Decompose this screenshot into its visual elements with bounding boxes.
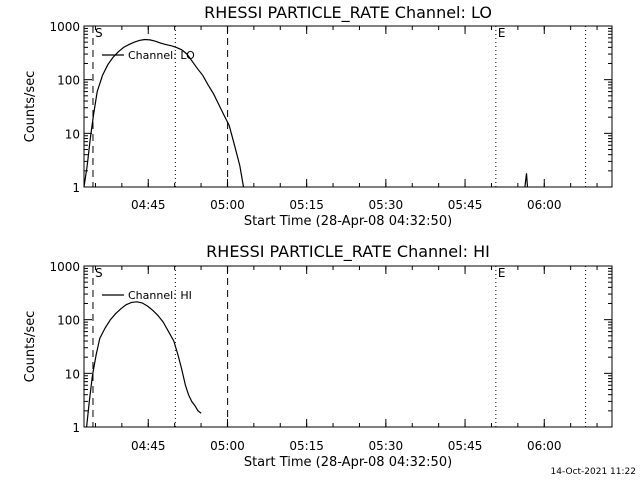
y-tick-label: 10 [65,127,80,141]
chart-title: RHESSI PARTICLE_RATE Channel: LO [204,3,492,23]
legend-label: Channel: HI [128,289,192,302]
x-tick-label: 05:00 [210,198,245,212]
series-line-1 [83,38,245,188]
y-tick-label: 1 [72,181,80,195]
plot-frame [83,265,613,428]
y-tick-label: 1 [72,421,80,435]
chart-title: RHESSI PARTICLE_RATE Channel: HI [206,242,490,262]
x-tick-label: 05:45 [448,198,483,212]
legend-label: Channel: LO [128,49,195,62]
time-marker-label: E [498,266,506,280]
x-tick-label: 05:15 [289,198,324,212]
y-axis-label: Counts/sec [23,311,38,383]
series-line-2 [524,173,529,188]
y-tick-label: 100 [57,314,80,328]
x-tick-label: 04:45 [131,439,166,453]
x-axis-label: Start Time (28-Apr-08 04:32:50) [244,455,452,470]
generation-timestamp: 14-Oct-2021 11:22 [550,467,636,477]
x-tick-label: 06:00 [527,439,562,453]
series-line-1 [86,301,202,428]
time-marker-label: S [95,26,103,40]
x-tick-label: 05:15 [289,439,324,453]
x-tick-label: 05:00 [210,439,245,453]
x-tick-label: 06:00 [527,198,562,212]
time-marker-label: S [95,266,103,280]
chart-panel-1: RHESSI PARTICLE_RATE Channel: LO 04:45 05:… [23,3,613,229]
x-axis-label: Start Time (28-Apr-08 04:32:50) [244,214,452,229]
chart-panel-2: RHESSI PARTICLE_RATE Channel: HI 04:45 05:… [23,242,613,470]
time-marker-label: E [498,26,506,40]
y-axis-label: Counts/sec [23,71,38,143]
x-tick-label: 05:30 [369,198,404,212]
x-tick-label: 05:45 [448,439,483,453]
y-tick-label: 1000 [49,260,80,274]
x-tick-label: 05:30 [369,439,404,453]
y-tick-label: 10 [65,367,80,381]
x-tick-label: 04:45 [131,198,166,212]
y-tick-label: 1000 [49,20,80,34]
y-tick-label: 100 [57,74,80,88]
plot-frame [83,25,613,188]
